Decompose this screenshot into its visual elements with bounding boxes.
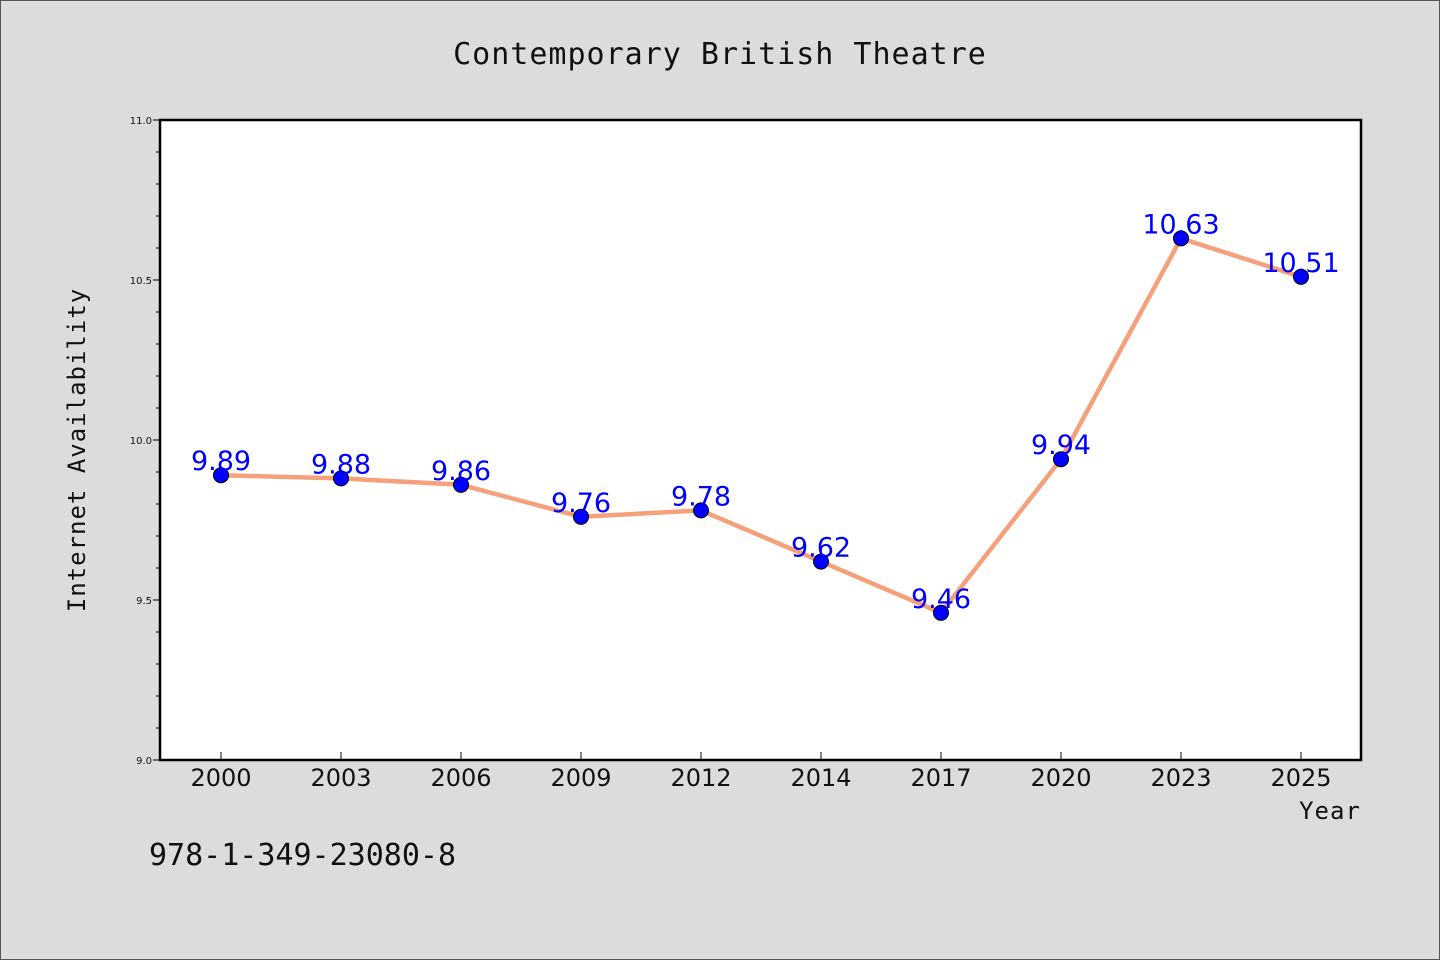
y-axis-label: Internet Availability [63, 288, 91, 612]
y-tick-label: 9.5 [136, 596, 152, 607]
y-tick-label: 10.0 [130, 436, 152, 447]
y-tick-label: 9.0 [136, 756, 152, 767]
x-tick-label: 2009 [550, 764, 611, 792]
x-tick-label: 2003 [310, 764, 371, 792]
series-line [218, 236, 1304, 616]
data-label: 9.86 [431, 456, 491, 487]
data-point [213, 467, 229, 484]
chart-title: Contemporary British Theatre [453, 37, 987, 72]
plot-area [158, 118, 1363, 762]
data-point [573, 508, 589, 525]
x-tick-label: 2000 [190, 764, 251, 792]
x-axis: 2000 2003 2006 2009 2012 2014 2017 2020 2023 2025 [190, 752, 1332, 792]
data-label: 9.62 [791, 533, 851, 564]
isbn-footer: 978-1-349-23080-8 [149, 838, 456, 873]
x-tick-label: 2017 [910, 764, 971, 792]
y-tick-label: 11.0 [130, 116, 152, 127]
data-point [693, 502, 709, 519]
series-polyline [218, 236, 1304, 616]
data-points [213, 230, 1309, 621]
data-label: 9.89 [191, 446, 251, 477]
data-labels: 9.89 9.88 9.86 9.76 9.78 9.62 9.46 9.94 10.63 10.… [191, 209, 1340, 614]
x-tick-label: 2025 [1270, 764, 1331, 792]
x-axis-label: Year [1299, 797, 1361, 825]
data-point [813, 553, 829, 570]
x-tick-label: 2023 [1150, 764, 1211, 792]
y-axis: 9.0 9.5 10.0 10.5 11.0 [130, 116, 160, 767]
data-label: 9.88 [311, 449, 371, 480]
x-tick-label: 2012 [670, 764, 731, 792]
data-label: 9.78 [671, 481, 731, 512]
x-tick-label: 2014 [790, 764, 851, 792]
data-point [1293, 268, 1309, 285]
data-point [333, 470, 349, 487]
x-tick-label: 2006 [430, 764, 491, 792]
y-tick-label: 10.5 [130, 276, 152, 287]
data-label: 10.51 [1262, 248, 1339, 279]
data-label: 9.94 [1031, 430, 1091, 461]
data-point [1053, 451, 1069, 468]
data-point [933, 604, 949, 621]
data-point [453, 476, 469, 493]
data-label: 10.63 [1142, 209, 1219, 240]
data-label: 9.76 [551, 488, 611, 519]
data-point [1173, 230, 1189, 247]
data-label: 9.46 [911, 584, 971, 615]
x-tick-label: 2020 [1030, 764, 1091, 792]
